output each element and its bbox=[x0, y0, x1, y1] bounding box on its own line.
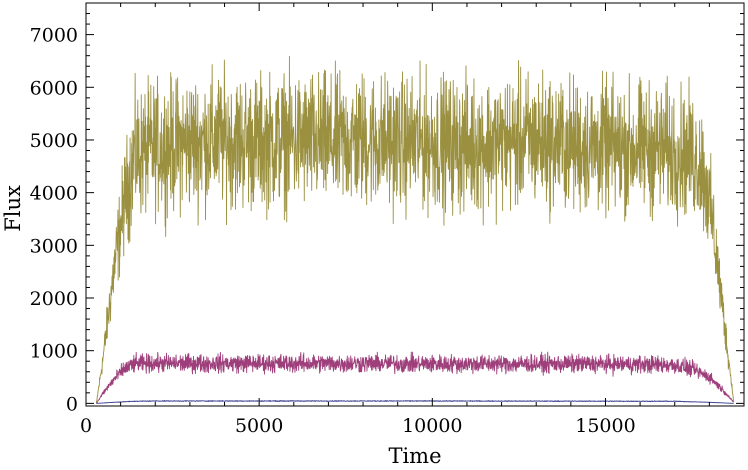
x-axis-title: Time bbox=[388, 444, 441, 468]
y-tick-label-0: 0 bbox=[66, 393, 78, 415]
y-tick-label-2000: 2000 bbox=[30, 288, 78, 310]
y-tick-label-4000: 4000 bbox=[30, 183, 78, 205]
series-line-1 bbox=[96, 351, 734, 404]
y-tick-label-3000: 3000 bbox=[30, 235, 78, 257]
y-tick-label-5000: 5000 bbox=[30, 130, 78, 152]
y-axis-title: Flux bbox=[1, 185, 25, 232]
y-tick-label-1000: 1000 bbox=[30, 341, 78, 363]
x-tick-label-5000: 5000 bbox=[235, 415, 283, 437]
ticks-layer: 0 5000 10000 15000 0 1000 2000 3000 4000 5000 6000… bbox=[30, 3, 744, 437]
series-layer bbox=[95, 55, 735, 404]
series-line-0 bbox=[95, 55, 735, 404]
series-line-2 bbox=[96, 399, 734, 404]
x-tick-label-10000: 10000 bbox=[402, 415, 462, 437]
y-tick-label-7000: 7000 bbox=[30, 25, 78, 47]
y-tick-label-6000: 6000 bbox=[30, 77, 78, 99]
x-tick-label-0: 0 bbox=[80, 415, 92, 437]
x-tick-label-15000: 15000 bbox=[575, 415, 635, 437]
plot-frame bbox=[85, 2, 745, 407]
